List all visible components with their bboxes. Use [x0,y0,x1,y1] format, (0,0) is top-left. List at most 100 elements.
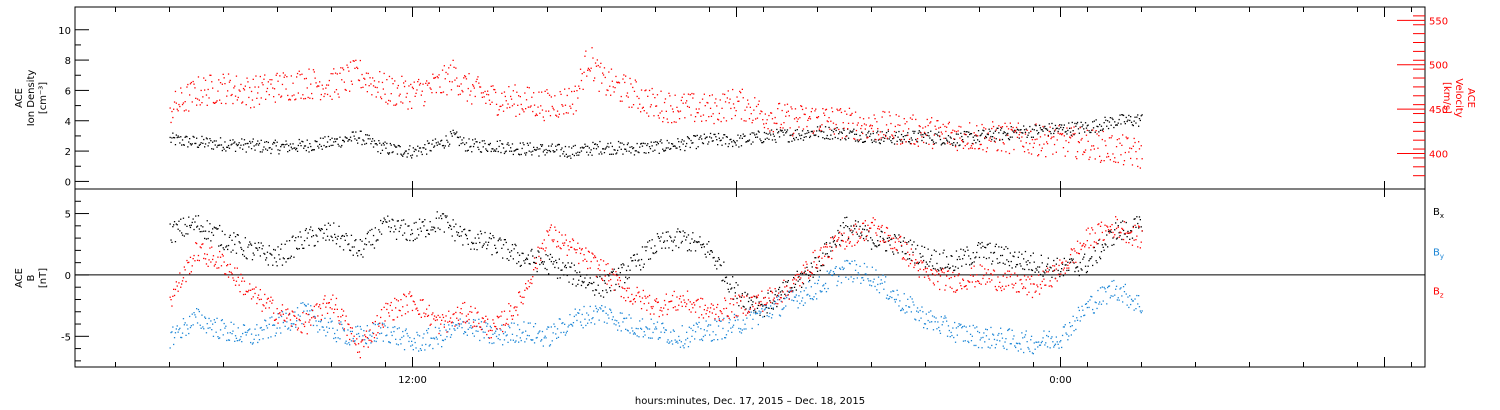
by-point [585,324,587,327]
density-point [430,150,432,152]
velocity-point [635,81,637,83]
bx-point [706,243,708,245]
by-point [328,327,330,329]
by-point [368,330,370,332]
bz-point [189,256,192,258]
density-point [605,147,607,149]
velocity-point [409,101,411,103]
density-point [197,146,200,148]
velocity-point [1052,153,1054,155]
bx-point [415,221,417,224]
bx-point [694,240,696,242]
velocity-point [814,110,816,112]
density-point [544,154,546,156]
velocity-point [849,114,851,116]
density-point [601,153,603,155]
by-point [228,339,231,341]
density-point [392,151,394,153]
by-point [763,305,765,307]
velocity-point [735,110,737,112]
density-point [274,139,276,141]
by-point [777,299,779,301]
velocity-point [701,120,703,122]
bz-point [534,267,537,269]
velocity-point [355,59,357,61]
by-point [886,294,889,296]
bx-point [441,213,444,215]
by-point [786,294,789,296]
density-point [241,138,243,140]
by-point [864,273,866,275]
by-point [332,327,334,329]
velocity-point [698,108,700,110]
by-point [233,323,235,325]
density-point [856,139,858,141]
bx-point [190,224,192,226]
bx-point [309,228,311,231]
by-point [511,333,514,335]
bx-point [1084,265,1087,267]
density-point [635,150,637,152]
density-point [604,148,606,150]
bz-point [625,300,627,302]
by-point [870,280,872,282]
velocity-point [619,100,621,102]
by-point [691,335,693,337]
bx-point [704,253,706,255]
bz-point [629,300,631,303]
velocity-point [689,94,691,96]
velocity-point [460,83,462,85]
by-point [808,281,810,283]
by-point [1113,279,1115,282]
density-point [454,133,456,136]
density-point [921,139,923,142]
velocity-point [702,114,705,116]
bz-point [425,313,427,315]
bx-point [822,252,824,254]
bx-point [1101,244,1103,246]
velocity-point [1092,145,1095,147]
velocity-point [1019,131,1021,134]
density-point [316,140,318,143]
bx-point [826,253,828,255]
by-point [1006,348,1008,351]
bz-point [429,324,431,326]
bx-point [1110,231,1112,233]
by-point [230,321,232,323]
bx-point [581,280,583,283]
velocity-point [284,74,286,76]
bx-point [528,263,530,265]
velocity-point [242,87,245,90]
velocity-point [1026,129,1028,131]
velocity-point [556,110,559,112]
by-point [312,324,315,327]
velocity-point [893,137,895,139]
bx-point [362,256,364,258]
bz-point [541,242,544,245]
velocity-point [518,113,521,115]
bz-point [282,313,284,315]
by-point [597,309,599,311]
density-point [253,145,255,147]
bz-point [250,298,253,300]
density-point [1019,129,1021,131]
bx-point [678,230,681,233]
by-point [887,298,889,300]
density-point [1073,134,1075,136]
bz-point [571,238,574,240]
by-point [342,329,345,331]
density-point [171,137,173,139]
density-point [913,132,915,134]
bz-point [360,341,362,343]
bx-point [1085,271,1088,274]
bx-point [220,244,223,246]
velocity-point [348,70,350,72]
velocity-point [747,99,749,101]
density-point [1108,121,1111,123]
bz-point [514,306,516,308]
density-point [296,147,298,150]
by-point [338,322,340,324]
density-point [305,149,307,152]
bz-point [303,323,305,325]
by-point [502,333,505,335]
